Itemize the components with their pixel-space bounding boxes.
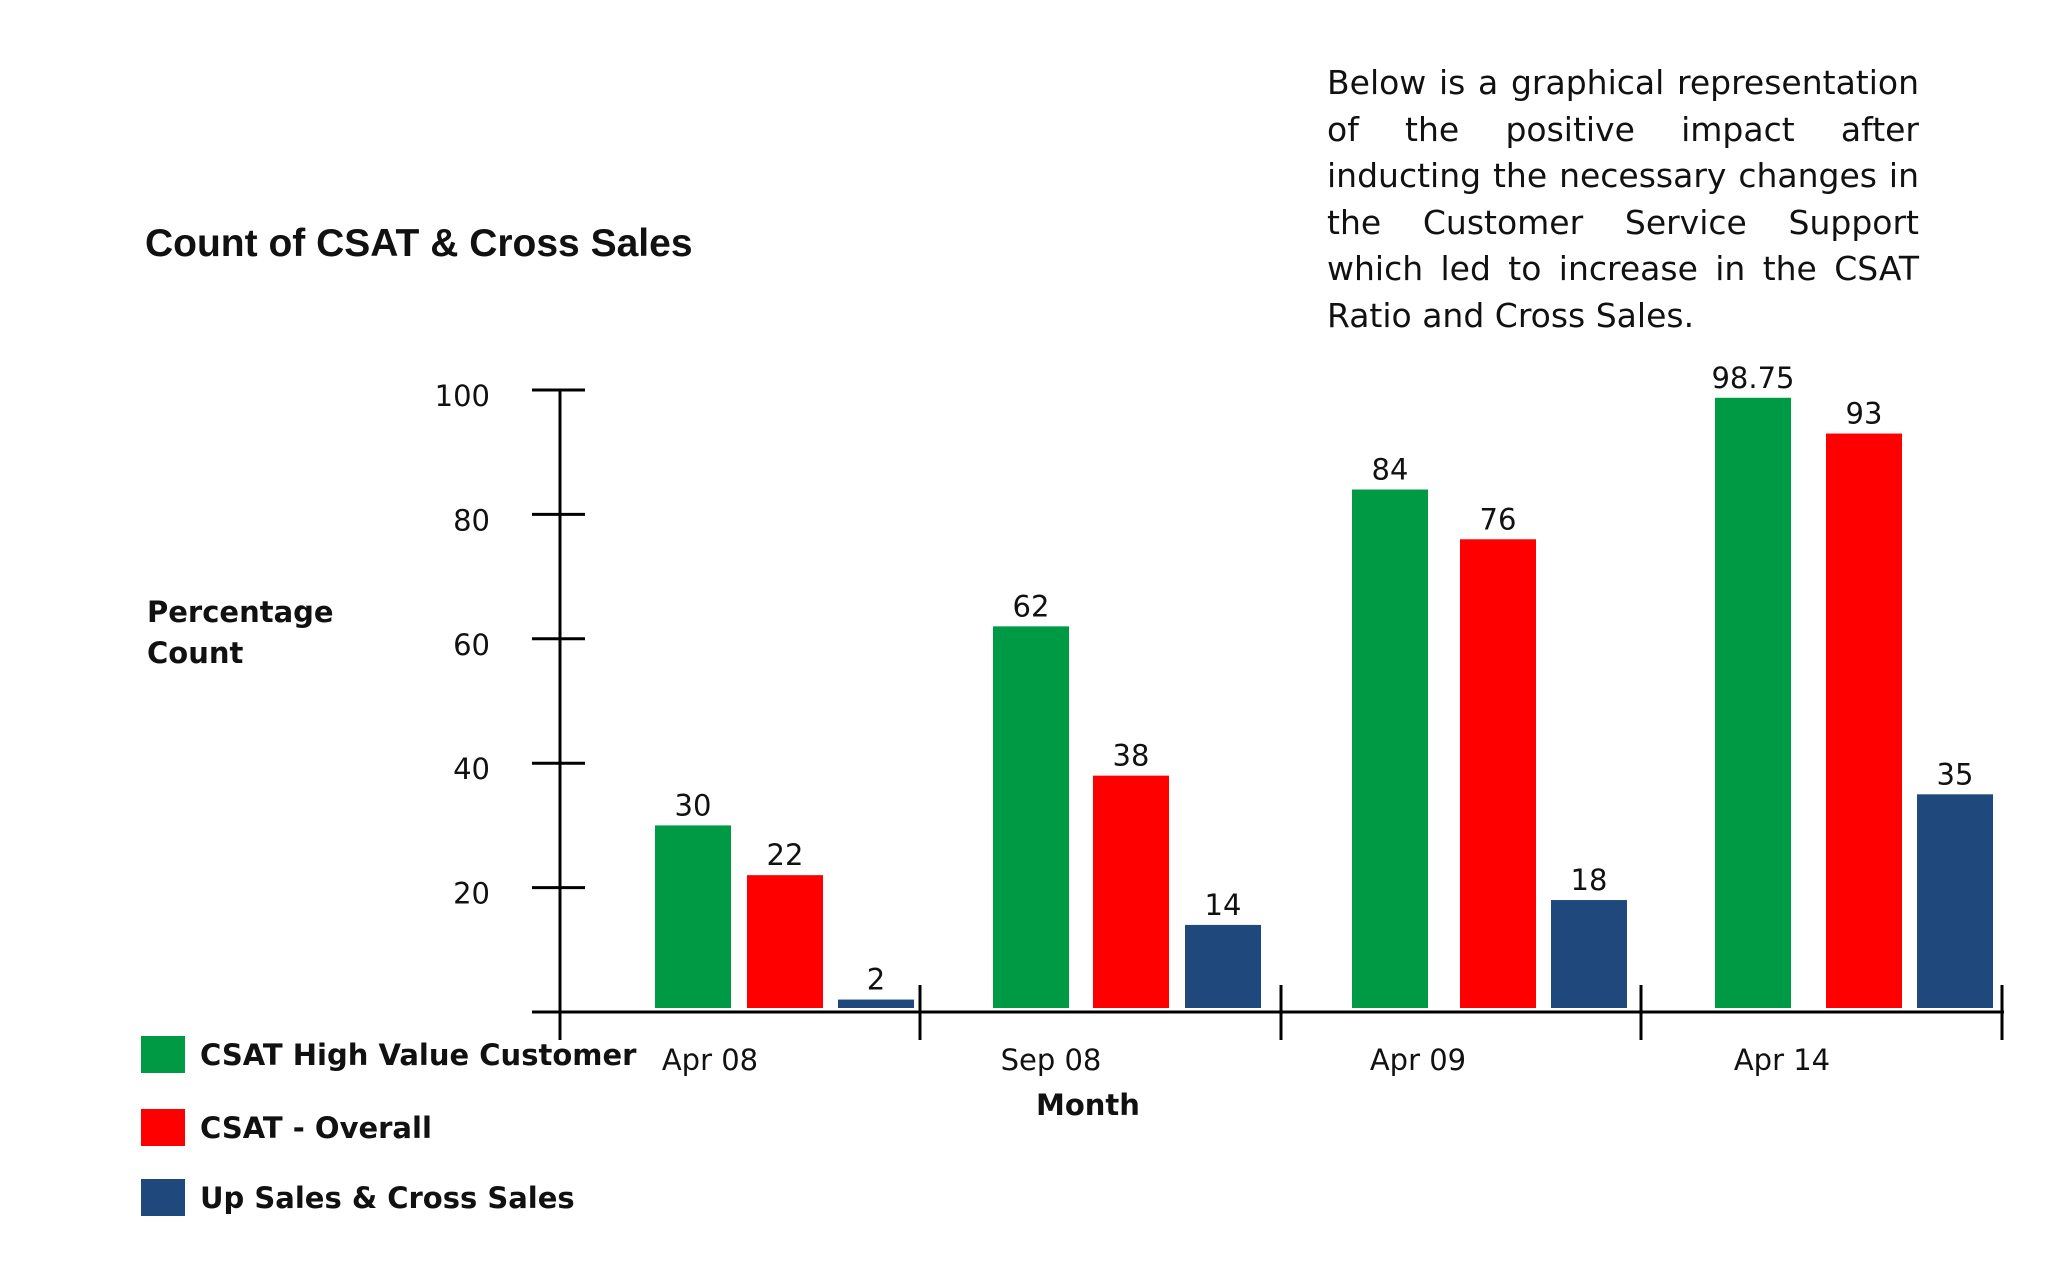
bar-1-2	[1460, 539, 1536, 1008]
x-tick-label-2: Apr 09	[1370, 1043, 1466, 1077]
data-label-0-3: 98.75	[1711, 361, 1794, 395]
y-tick-label-20: 20	[453, 877, 490, 911]
y-tick-label-80: 80	[453, 503, 490, 537]
x-axis-label: Month	[1036, 1088, 1140, 1122]
y-axis-label: Percentage Count	[147, 595, 334, 670]
data-label-2-1: 14	[1205, 888, 1242, 922]
legend-label-csat-overall: CSAT - Overall	[200, 1111, 432, 1145]
y-tick-label-100: 100	[435, 379, 490, 413]
data-label-0-2: 84	[1372, 453, 1409, 487]
data-label-1-2: 76	[1480, 502, 1517, 536]
data-label-2-0: 2	[867, 963, 885, 997]
data-label-1-3: 93	[1846, 397, 1883, 431]
y-tick-label-60: 60	[453, 628, 490, 662]
bar-1-3	[1826, 433, 1902, 1008]
bar-2-2	[1551, 900, 1627, 1008]
bar-1-1	[1093, 775, 1169, 1008]
bar-2-0	[838, 999, 914, 1008]
data-label-0-0: 30	[675, 788, 712, 822]
bar-0-1	[993, 626, 1069, 1008]
legend-swatch-csat-high-value	[141, 1036, 185, 1073]
legend-swatch-csat-overall	[141, 1109, 185, 1146]
bar-0-0	[655, 825, 731, 1008]
y-tick-label-40: 40	[453, 752, 490, 786]
data-label-1-1: 38	[1113, 739, 1150, 773]
bar-1-0	[747, 875, 823, 1008]
x-tick-label-0: Apr 08	[662, 1043, 758, 1077]
x-tick-label-3: Apr 14	[1734, 1043, 1830, 1077]
legend-swatch-up-cross-sales	[141, 1179, 185, 1216]
x-tick-label-1: Sep 08	[1001, 1043, 1102, 1077]
chart-title: Count of CSAT & Cross Sales	[145, 222, 693, 265]
data-label-1-0: 22	[767, 838, 804, 872]
bar-2-1	[1185, 924, 1261, 1008]
description-text: Below is a graphical representation of t…	[1327, 63, 1919, 335]
bar-0-2	[1352, 489, 1428, 1008]
data-label-2-2: 18	[1571, 863, 1608, 897]
legend-label-csat-high-value: CSAT High Value Customer	[200, 1038, 637, 1072]
bar-2-3	[1917, 794, 1993, 1008]
bar-0-3	[1715, 397, 1791, 1008]
data-label-2-3: 35	[1937, 757, 1974, 791]
legend-label-up-cross-sales: Up Sales & Cross Sales	[200, 1181, 575, 1215]
data-label-0-1: 62	[1013, 589, 1050, 623]
